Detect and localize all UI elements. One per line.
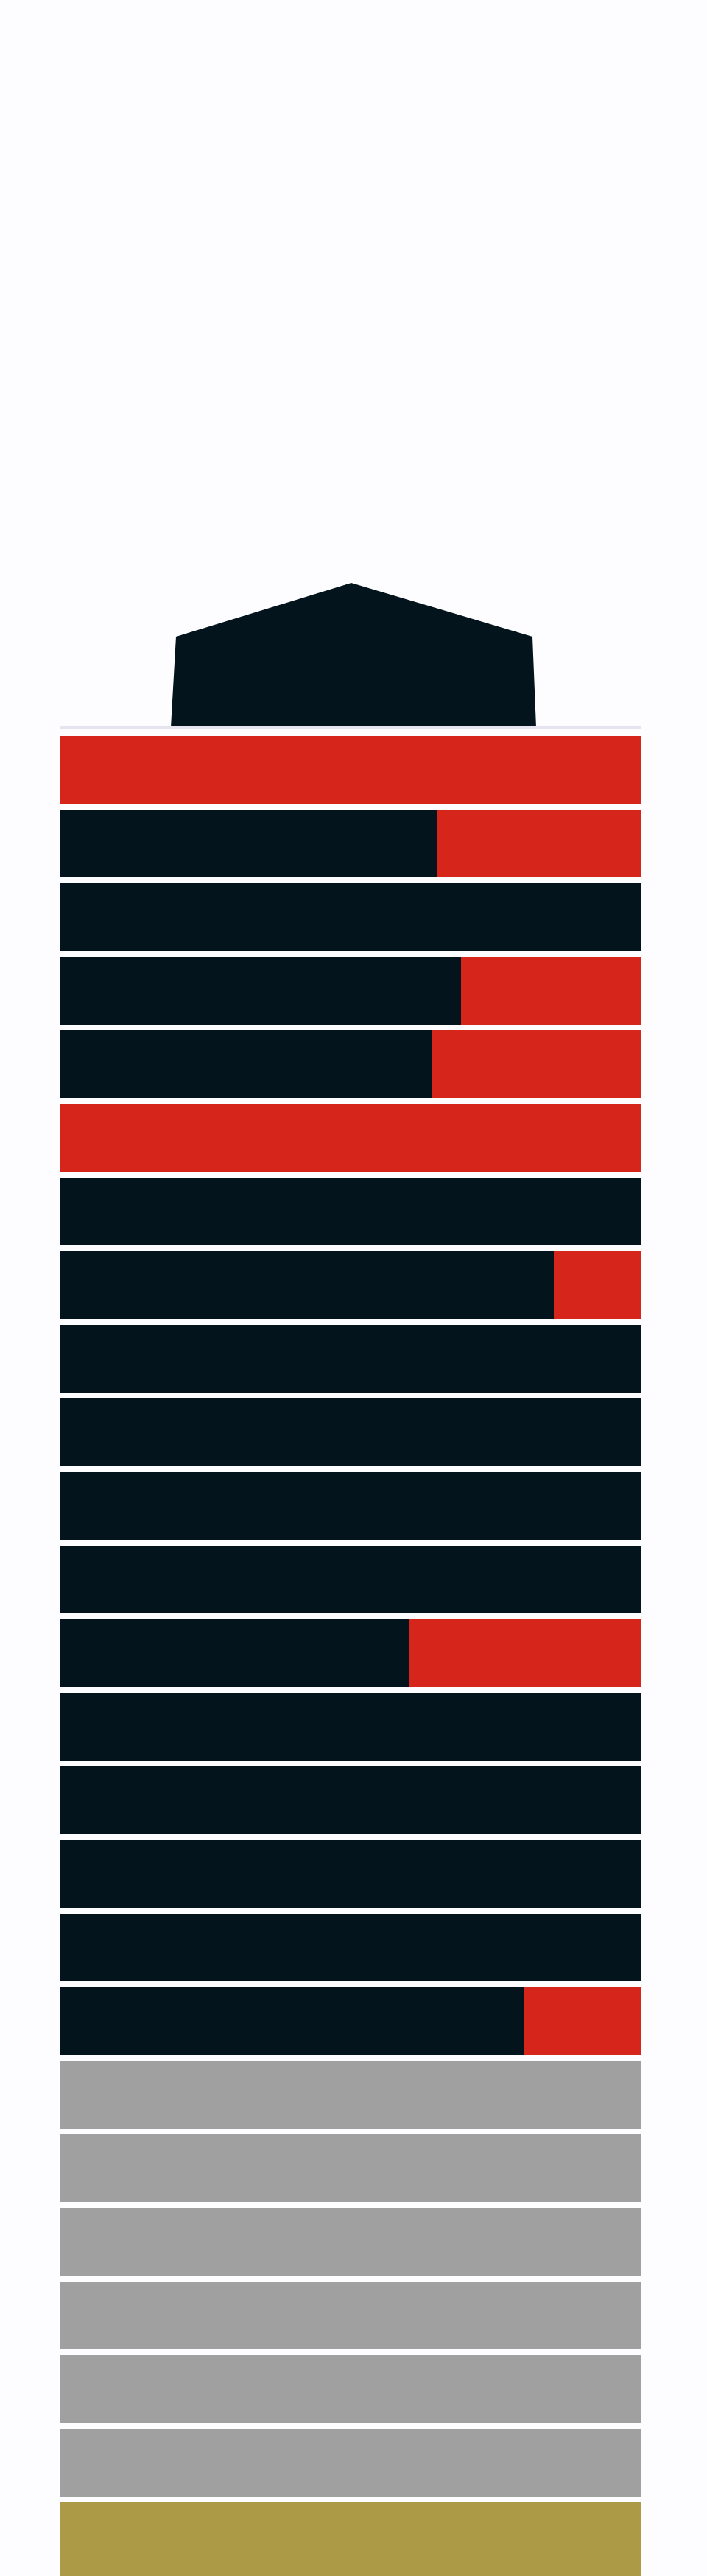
floor-20-gray-segment	[60, 2134, 641, 2202]
floor-8-dark-segment	[60, 1251, 554, 1319]
floor-17-dark-segment	[60, 1914, 641, 1981]
floor-4-dark-segment	[60, 957, 461, 1025]
floor-24	[60, 2429, 641, 2497]
floor-7-dark-segment	[60, 1178, 641, 1245]
floor-18-dark-segment	[60, 1987, 524, 2055]
floor-15-dark-segment	[60, 1766, 641, 1834]
floor-5	[60, 1030, 641, 1098]
floor-1-red-segment	[60, 736, 641, 804]
floor-22	[60, 2282, 641, 2349]
floor-5-red-segment	[432, 1030, 641, 1098]
floor-6	[60, 1104, 641, 1172]
floor-12	[60, 1546, 641, 1613]
floor-16-dark-segment	[60, 1840, 641, 1908]
floor-10-dark-segment	[60, 1398, 641, 1466]
floor-13	[60, 1619, 641, 1687]
floor-10	[60, 1398, 641, 1466]
floor-23	[60, 2355, 641, 2423]
floor-19	[60, 2061, 641, 2129]
floor-8-red-segment	[554, 1251, 641, 1319]
floor-23-gray-segment	[60, 2355, 641, 2423]
floor-1	[60, 736, 641, 804]
floor-14-dark-segment	[60, 1693, 641, 1761]
floor-25	[60, 2502, 641, 2576]
floor-16	[60, 1840, 641, 1908]
floor-2-red-segment	[437, 810, 641, 877]
floor-14	[60, 1693, 641, 1761]
floor-12-dark-segment	[60, 1546, 641, 1613]
floor-20	[60, 2134, 641, 2202]
floor-15	[60, 1766, 641, 1834]
floor-3-dark-segment	[60, 883, 641, 951]
floor-17	[60, 1914, 641, 1981]
floor-18	[60, 1987, 641, 2055]
roof-cap	[171, 583, 536, 727]
floor-7	[60, 1178, 641, 1245]
floor-4-red-segment	[461, 957, 641, 1025]
floor-11	[60, 1472, 641, 1540]
floor-18-red-segment	[524, 1987, 641, 2055]
floor-25-gold-segment	[60, 2502, 641, 2576]
floor-22-gray-segment	[60, 2282, 641, 2349]
floor-11-dark-segment	[60, 1472, 641, 1540]
floor-6-red-segment	[60, 1104, 641, 1172]
floor-21-gray-segment	[60, 2208, 641, 2276]
floor-9-dark-segment	[60, 1325, 641, 1393]
floor-19-gray-segment	[60, 2061, 641, 2129]
floor-24-gray-segment	[60, 2429, 641, 2497]
floor-13-red-segment	[409, 1619, 641, 1687]
floor-5-dark-segment	[60, 1030, 432, 1098]
roof-line	[60, 726, 641, 729]
floor-13-dark-segment	[60, 1619, 409, 1687]
floor-21	[60, 2208, 641, 2276]
floor-2-dark-segment	[60, 810, 437, 877]
floor-4	[60, 957, 641, 1025]
floor-8	[60, 1251, 641, 1319]
floor-2	[60, 810, 641, 877]
floor-9	[60, 1325, 641, 1393]
floor-3	[60, 883, 641, 951]
